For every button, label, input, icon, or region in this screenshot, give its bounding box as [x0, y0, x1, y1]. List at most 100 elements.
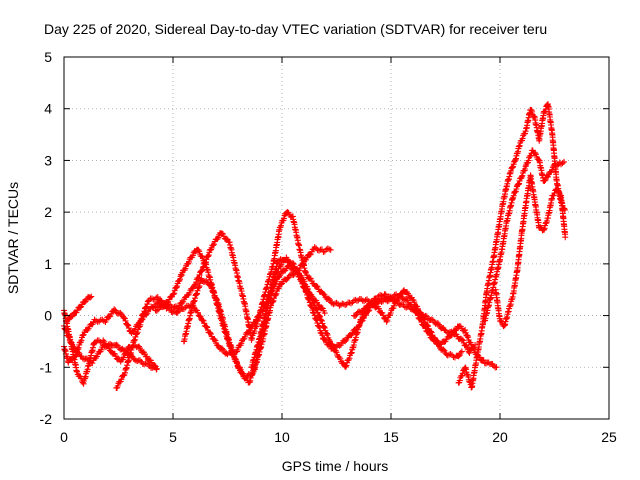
data-point [320, 290, 327, 297]
data-point [301, 282, 308, 289]
data-point [64, 318, 71, 325]
data-point [189, 252, 196, 259]
data-point [215, 234, 222, 241]
data-point [196, 248, 203, 255]
plot-frame [63, 56, 610, 420]
data-point [541, 177, 548, 184]
data-point [519, 135, 526, 142]
data-point [525, 157, 532, 164]
data-point [329, 342, 336, 349]
data-point [537, 224, 544, 231]
data-point [174, 305, 181, 312]
data-point [342, 338, 349, 345]
data-point [88, 293, 95, 300]
data-point [213, 295, 220, 302]
data-point [329, 341, 336, 348]
y-tick-label: 0 [44, 308, 52, 324]
data-point [211, 336, 218, 343]
data-point [333, 349, 340, 356]
data-point [560, 158, 567, 165]
data-point [559, 160, 566, 167]
tick-labels: 0 5 10 15 20 25 -2 -1 0 1 2 3 4 5 [40, 49, 617, 445]
data-point [321, 324, 328, 331]
data-point [205, 253, 212, 260]
data-point [343, 362, 350, 369]
series-sat-i [350, 291, 500, 371]
data-point [313, 283, 320, 290]
data-point [294, 268, 301, 275]
data-point [557, 193, 564, 200]
series-sat-e [113, 209, 479, 391]
series-sat-c [63, 293, 95, 325]
data-point [204, 324, 211, 331]
data-point [327, 246, 334, 253]
data-point [277, 281, 284, 288]
data-point [196, 271, 203, 278]
data-point [124, 321, 131, 328]
data-point [194, 309, 201, 316]
data-point [270, 297, 277, 304]
data-point [186, 289, 193, 296]
data-point [207, 329, 214, 336]
data-point [248, 371, 255, 378]
data-point [296, 265, 303, 272]
data-point [464, 343, 471, 350]
data-point [212, 337, 219, 344]
data-point [375, 305, 382, 312]
data-point [562, 234, 569, 241]
data-point [411, 299, 418, 306]
y-tick-label: 2 [44, 204, 52, 220]
data-point [483, 360, 490, 367]
y-tick-label: -1 [40, 359, 53, 375]
data-point [336, 342, 343, 349]
data-point [359, 313, 366, 320]
data-point [83, 355, 90, 362]
data-point [321, 310, 328, 317]
data-point [84, 327, 91, 334]
data-point [182, 265, 189, 272]
data-point [87, 294, 94, 301]
data-point [284, 275, 291, 282]
data-point [346, 355, 353, 362]
data-point [337, 355, 344, 362]
data-point [311, 302, 318, 309]
data-point [434, 320, 441, 327]
data-point [93, 353, 100, 360]
data-point [234, 347, 241, 354]
y-tick-label: 5 [44, 49, 52, 65]
data-point [125, 322, 132, 329]
data-point [551, 190, 558, 197]
data-point [134, 358, 141, 365]
data-point [316, 312, 323, 319]
data-point [380, 312, 387, 319]
data-point [197, 313, 204, 320]
data-point [417, 315, 424, 322]
data-point [420, 322, 427, 329]
x-axis-label: GPS time / hours [282, 458, 389, 474]
data-point [238, 340, 245, 347]
data-point [77, 304, 84, 311]
data-point [89, 360, 96, 367]
data-point [458, 336, 465, 343]
data-point [86, 358, 93, 365]
data-point [324, 245, 331, 252]
x-tick-label: 15 [383, 429, 399, 445]
data-point [549, 167, 556, 174]
data-marks [61, 101, 569, 391]
data-point [114, 383, 121, 390]
data-point [348, 350, 355, 357]
data-point [74, 368, 81, 375]
data-point [210, 289, 217, 296]
data-point [174, 283, 181, 290]
data-point [516, 142, 523, 149]
data-point [317, 313, 324, 320]
data-point [199, 317, 206, 324]
data-point [203, 278, 210, 285]
data-point [532, 149, 539, 156]
data-point [425, 329, 432, 336]
data-point [219, 345, 226, 352]
y-tick-label: 4 [44, 101, 52, 117]
data-point [313, 306, 320, 313]
x-tick-label: 25 [601, 429, 617, 445]
